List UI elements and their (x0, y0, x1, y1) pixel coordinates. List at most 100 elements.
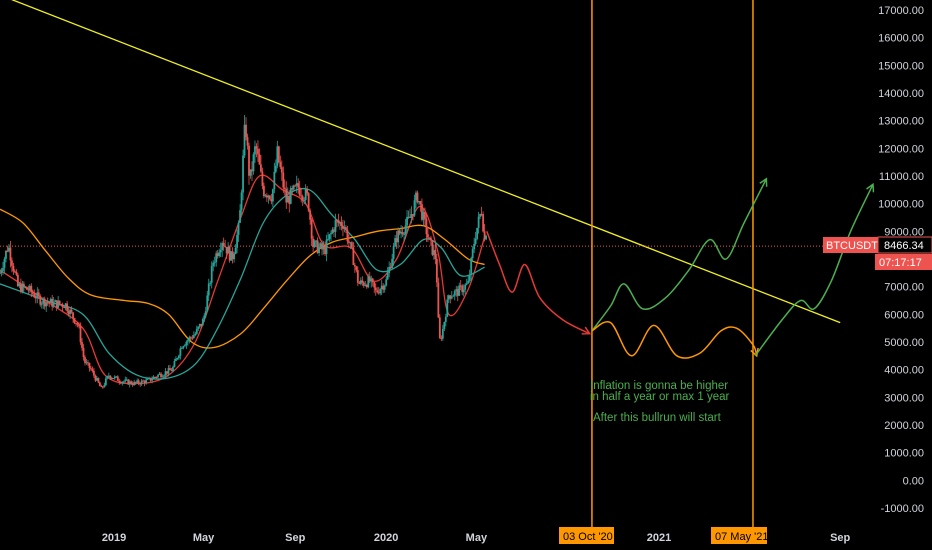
candle-body (260, 164, 262, 172)
candle-body (104, 378, 107, 385)
candle-body (48, 302, 51, 304)
candle-body (51, 298, 54, 307)
candle-body (128, 381, 131, 385)
candle-body (252, 154, 255, 172)
candle-body (251, 169, 253, 172)
candle-body (200, 323, 203, 326)
candle-body (471, 249, 474, 259)
candle-body (54, 300, 57, 302)
candle-body (142, 380, 145, 382)
x-tick-label: May (466, 532, 488, 544)
y-tick-label: 12000.00 (878, 143, 924, 155)
candle-body (133, 381, 136, 386)
candle-body (298, 187, 301, 196)
candle-body (70, 309, 73, 313)
candle-body (240, 192, 243, 211)
candle-body (233, 253, 235, 260)
candle-body (170, 370, 173, 372)
candle-body (19, 284, 22, 292)
x-tick-label: 2021 (647, 532, 671, 544)
y-tick-label: 13000.00 (878, 116, 924, 128)
candle-body (36, 292, 39, 299)
candle-body (276, 146, 279, 166)
candle-body (330, 232, 332, 235)
projection-red-drop (486, 231, 591, 335)
candle-body (485, 235, 487, 240)
candle-body (173, 360, 176, 367)
candle-body (367, 276, 370, 288)
candle-body (52, 301, 55, 307)
candle-body (148, 377, 151, 379)
candle-body (18, 284, 21, 287)
candle-body (248, 145, 250, 176)
date-marker-1: 03 Oct '20 (559, 527, 614, 544)
candle-body (307, 193, 310, 211)
candle-body (204, 311, 207, 316)
candle-body (84, 357, 86, 363)
candle-body (380, 285, 383, 290)
candle-body (283, 187, 286, 190)
candle-body (468, 274, 471, 281)
candle-body (157, 374, 159, 378)
candle-body (316, 240, 319, 254)
candle-body (155, 376, 158, 378)
candle-body (467, 280, 470, 284)
candle-body (328, 234, 331, 240)
candle-body (410, 214, 413, 218)
candle-body (257, 148, 259, 155)
candle-body (166, 371, 168, 374)
candle-body (82, 347, 85, 358)
candle-body (164, 371, 167, 376)
candle-body (312, 238, 315, 248)
candle-body (88, 362, 91, 369)
candle-body (39, 296, 42, 305)
candle-body (421, 204, 423, 220)
candle-body (66, 303, 68, 311)
ma-line-green (0, 187, 485, 380)
candle-body (309, 210, 312, 220)
candle-body (0, 272, 1, 274)
candle-body (12, 265, 15, 272)
candle-body (432, 250, 435, 255)
candle-body (186, 340, 189, 342)
candle-body (409, 216, 411, 218)
date-marker-2-label: 07 May '21 (715, 531, 768, 543)
candle-body (188, 337, 191, 341)
x-tick-label: 2019 (102, 532, 126, 544)
candle-body (450, 296, 453, 299)
candle-body (425, 218, 428, 235)
candle-body (181, 347, 183, 349)
candle-body (6, 250, 9, 252)
candle-body (149, 377, 152, 381)
candle-body (294, 185, 297, 187)
candle-body (346, 229, 349, 242)
candle-body (424, 211, 426, 219)
candle-body (195, 328, 198, 334)
candle-body (456, 289, 459, 296)
candle-body (85, 362, 88, 364)
candle-body (14, 271, 16, 273)
candle-body (101, 386, 104, 388)
y-tick-label: 7000.00 (884, 282, 924, 294)
candle-body (210, 265, 213, 283)
candle-body (288, 195, 291, 204)
candle-body (441, 328, 444, 339)
candle-body (348, 241, 350, 243)
candle-body (37, 292, 40, 297)
candle-body (339, 222, 341, 224)
candle-body (93, 370, 95, 376)
projection-arrowhead (866, 182, 875, 193)
candle-body (206, 295, 209, 312)
candle-body (227, 246, 230, 254)
candle-body (16, 274, 19, 287)
candle-body (175, 358, 177, 361)
candle-body (444, 316, 447, 322)
candle-body (419, 201, 422, 205)
symbol-label: BTCUSDT (826, 240, 878, 252)
y-tick-label: -1000.00 (881, 503, 924, 515)
projection-green-path (591, 178, 768, 332)
x-tick-label: May (193, 532, 215, 544)
candle-body (295, 183, 298, 186)
candle-body (137, 380, 140, 384)
